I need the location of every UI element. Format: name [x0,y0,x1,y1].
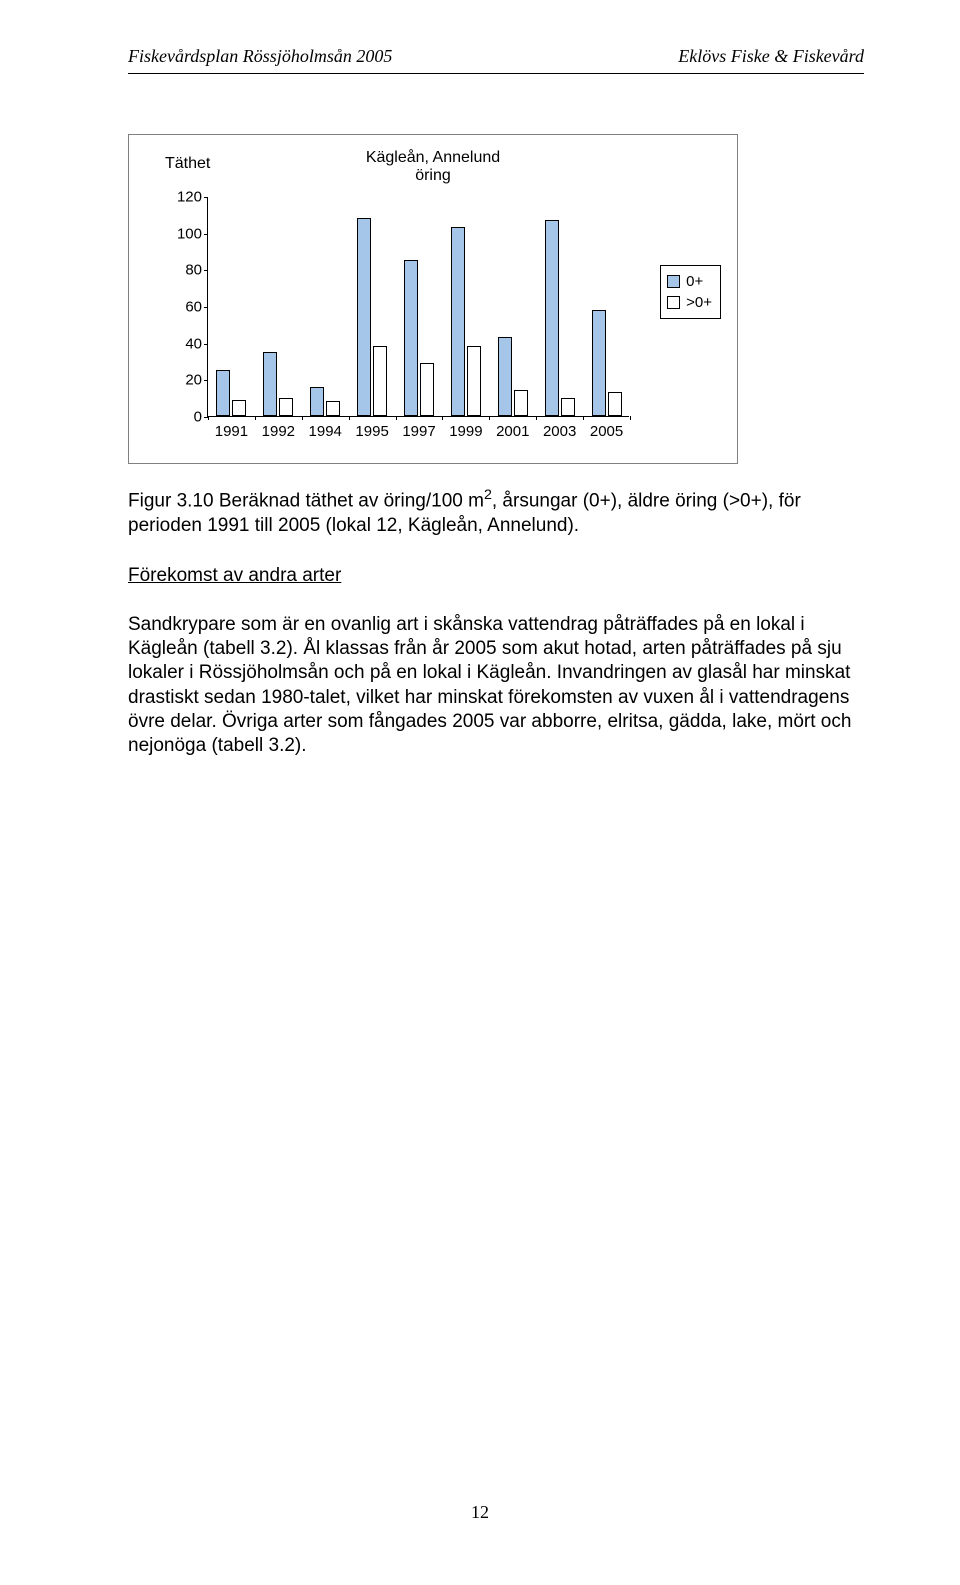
chart-y-tick-mark [204,234,208,235]
chart-bar [310,387,324,416]
chart-x-label: 1997 [402,423,435,440]
caption-prefix: Figur 3.10 Beräknad täthet av öring/100 … [128,490,484,511]
chart-x-tick-mark [630,416,631,420]
chart-x-label: 1999 [449,423,482,440]
chart-x-label: 2003 [543,423,576,440]
legend-label-1: >0+ [686,292,712,313]
section-title: Förekomst av andra arter [128,565,864,587]
chart-x-tick-mark [349,416,350,420]
chart-x-tick-mark [442,416,443,420]
header-right: Eklövs Fiske & Fiskevård [678,46,864,67]
chart-bar [326,401,340,416]
header-rule [128,73,864,74]
chart-y-tick-mark [204,344,208,345]
chart-bar [263,352,277,416]
chart-title: Kägleån, Annelund öring [129,149,737,186]
chart-x-tick-mark [302,416,303,420]
chart-bar [216,370,230,416]
chart-bar [545,220,559,416]
chart-y-tick-label: 20 [168,372,202,389]
chart-legend: 0+ >0+ [660,265,721,319]
chart-y-tick-label: 120 [168,189,202,206]
legend-item-0: 0+ [667,271,712,292]
chart-y-tick-label: 60 [168,299,202,316]
caption-superscript: 2 [484,487,492,503]
chart-bar [451,227,465,416]
chart-x-label: 1995 [355,423,388,440]
chart-bar [279,398,293,416]
chart-y-tick-label: 100 [168,225,202,242]
page-number: 12 [0,1502,960,1523]
chart-bar [420,363,434,416]
chart-title-line2: öring [415,167,451,184]
page-header: Fiskevårdsplan Rössjöholmsån 2005 Eklövs… [128,46,864,67]
chart-y-tick-mark [204,380,208,381]
chart-x-tick-mark [489,416,490,420]
body-paragraph: Sandkrypare som är en ovanlig art i skån… [128,613,864,759]
legend-swatch-1 [667,296,680,309]
chart-x-tick-mark [396,416,397,420]
chart-x-label: 2001 [496,423,529,440]
chart-bar [357,218,371,416]
chart-y-tick-mark [204,197,208,198]
header-left: Fiskevårdsplan Rössjöholmsån 2005 [128,46,392,67]
chart-bar [514,390,528,416]
chart-bar [498,337,512,416]
chart-x-label: 2005 [590,423,623,440]
chart-y-tick-label: 80 [168,262,202,279]
chart-bar [404,260,418,416]
chart-y-tick-mark [204,270,208,271]
chart-title-line1: Kägleån, Annelund [366,149,500,166]
chart-plot-area: 0204060801001201991199219941995199719992… [207,197,629,417]
chart-x-label: 1991 [215,423,248,440]
chart-bar [592,310,606,416]
legend-label-0: 0+ [686,271,703,292]
chart-bar [561,398,575,416]
chart-y-tick-label: 0 [168,409,202,426]
chart-x-tick-mark [536,416,537,420]
chart-bar [608,392,622,416]
bar-chart: Täthet Kägleån, Annelund öring 020406080… [128,134,738,464]
figure-caption: Figur 3.10 Beräknad täthet av öring/100 … [128,486,864,539]
legend-swatch-0 [667,275,680,288]
chart-x-tick-mark [583,416,584,420]
chart-bar [373,346,387,416]
legend-item-1: >0+ [667,292,712,313]
chart-x-label: 1992 [262,423,295,440]
chart-y-tick-mark [204,307,208,308]
chart-x-label: 1994 [309,423,342,440]
chart-y-tick-label: 40 [168,335,202,352]
chart-bar [467,346,481,416]
chart-bar [232,400,246,417]
chart-x-tick-mark [255,416,256,420]
